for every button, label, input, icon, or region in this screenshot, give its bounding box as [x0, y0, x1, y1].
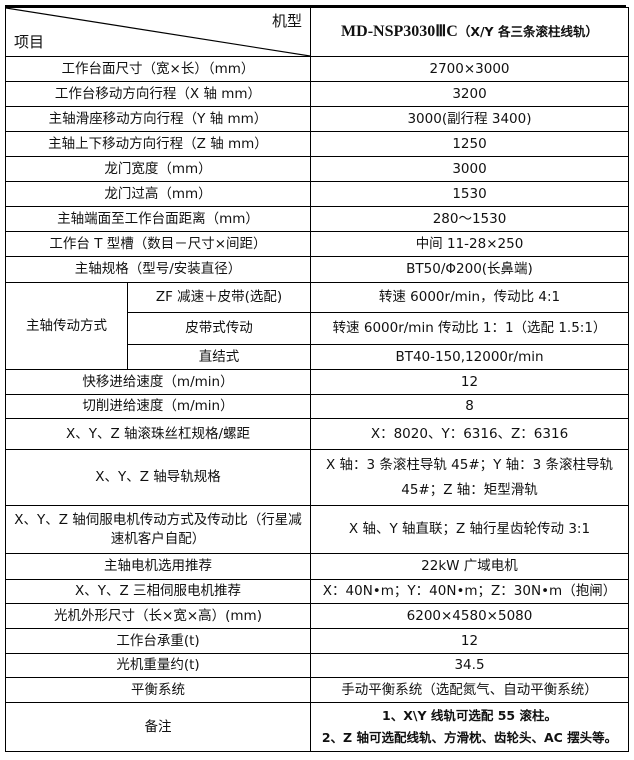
table-row: X、Y、Z 三相伺服电机推荐 X：40N•m；Y：40N•m；Z：30N•m（抱闸…: [5, 579, 629, 604]
corner-item-label: 项目: [14, 33, 45, 51]
drive-option-value: 转速 6000r/min，传动比 4:1: [310, 282, 629, 313]
row-label: 工作台 T 型槽（数目－尺寸×间距）: [5, 231, 311, 257]
row-value: 3200: [310, 81, 629, 107]
table-row: 平衡系统 手动平衡系统（选配氮气、自动平衡系统）: [5, 677, 629, 703]
row-label: 龙门过高（mm）: [5, 181, 311, 207]
table-row: X、Y、Z 轴伺服电机传动方式及传动比（行星减速机客户自配） X 轴、Y 轴直联；…: [5, 505, 629, 554]
row-value: X：40N•m；Y：40N•m；Z：30N•m（抱闸）: [310, 579, 629, 604]
drive-option-value: BT40-150,12000r/min: [310, 344, 629, 370]
row-value: X：8020、Y：6316、Z：6316: [310, 418, 629, 450]
table-row: X、Y、Z 轴导轨规格 X 轴：3 条滚柱导轨 45#；Y 轴：3 条滚柱导轨 4…: [5, 449, 629, 506]
row-label: X、Y、Z 轴导轨规格: [5, 449, 311, 506]
row-label: 主轴滑座移动方向行程（Y 轴 mm）: [5, 106, 311, 132]
table-row: 工作台移动方向行程（X 轴 mm） 3200: [5, 81, 629, 107]
table-row: 主轴电机选用推荐 22kW 广域电机: [5, 553, 629, 580]
table-row: 直结式 BT40-150,12000r/min: [6, 344, 629, 370]
table-row: 皮带式传动 转速 6000r/min 传动比 1：1（选配 1.5:1）: [6, 312, 629, 345]
notes-label: 备注: [5, 702, 311, 752]
table-row: 光机重量约(t) 34.5: [5, 653, 629, 678]
header-row: 机型 项目 MD-NSP3030ⅢC（X/Y 各三条滚柱线轨）: [5, 7, 629, 57]
table-row: 主轴传动方式 ZF 减速＋皮带(选配) 转速 6000r/min，传动比 4:1: [5, 282, 629, 370]
row-label: 工作台承重(t): [5, 628, 311, 654]
table-row: X、Y、Z 轴滚珠丝杠规格/螺距 X：8020、Y：6316、Z：6316: [5, 418, 629, 450]
table-row: 主轴上下移动方向行程（Z 轴 mm） 1250: [5, 131, 629, 157]
row-value: 1530: [310, 181, 629, 207]
row-label: X、Y、Z 三相伺服电机推荐: [5, 579, 311, 604]
row-label: 工作台面尺寸（宽×长）（mm）: [5, 56, 311, 82]
row-label: 主轴上下移动方向行程（Z 轴 mm）: [5, 131, 311, 157]
drive-option-label: 直结式: [127, 344, 311, 370]
row-value: 1250: [310, 131, 629, 157]
row-value: 6200×4580×5080: [310, 603, 629, 629]
row-value: 280～1530: [310, 206, 629, 232]
diagonal-line: [6, 8, 310, 56]
row-value: 2700×3000: [310, 56, 629, 82]
table-row: 工作台 T 型槽（数目－尺寸×间距） 中间 11-28×250: [5, 231, 629, 257]
row-value: 中间 11-28×250: [310, 231, 629, 257]
row-label: 切削进给速度（m/min）: [5, 394, 311, 419]
row-value: 12: [310, 369, 629, 395]
table-row: 主轴规格（型号/安装直径） BT50/Φ200(长鼻端): [5, 256, 629, 283]
row-value: 12: [310, 628, 629, 654]
row-value: 8: [310, 394, 629, 419]
row-value: X 轴：3 条滚柱导轨 45#；Y 轴：3 条滚柱导轨 45#；Z 轴：矩型滑轨: [310, 449, 629, 506]
row-value: X 轴、Y 轴直联；Z 轴行星齿轮传动 3:1: [310, 505, 629, 554]
row-value: 3000: [310, 156, 629, 182]
row-label: 快移进给速度（m/min）: [5, 369, 311, 395]
top-border: [5, 5, 626, 7]
row-value: 手动平衡系统（选配氮气、自动平衡系统）: [310, 677, 629, 703]
row-label: 主轴规格（型号/安装直径）: [5, 256, 311, 283]
corner-model-label: 机型: [271, 12, 302, 30]
notes-value: 1、X\Y 线轨可选配 55 滚柱。 2、Z 轴可选配线轨、方滑枕、齿轮头、AC …: [310, 702, 629, 752]
drive-option-value: 转速 6000r/min 传动比 1：1（选配 1.5:1）: [310, 312, 629, 345]
spec-table: 机型 项目 MD-NSP3030ⅢC（X/Y 各三条滚柱线轨） 工作台面尺寸（宽…: [5, 7, 629, 752]
note-line: 1、X\Y 线轨可选配 55 滚柱。: [382, 708, 557, 723]
row-label: X、Y、Z 轴伺服电机传动方式及传动比（行星减速机客户自配）: [5, 505, 311, 554]
model-header: MD-NSP3030ⅢC（X/Y 各三条滚柱线轨）: [310, 7, 629, 57]
row-label: 主轴端面至工作台面距离（mm）: [5, 206, 311, 232]
row-value: 34.5: [310, 653, 629, 678]
table-row: 备注 1、X\Y 线轨可选配 55 滚柱。 2、Z 轴可选配线轨、方滑枕、齿轮头、A…: [5, 702, 629, 752]
table-row: 工作台承重(t) 12: [5, 628, 629, 654]
table-row: 工作台面尺寸（宽×长）（mm） 2700×3000: [5, 56, 629, 82]
model-note: （X/Y 各三条滚柱线轨）: [457, 24, 598, 39]
corner-header: 机型 项目: [5, 7, 311, 57]
row-label: 工作台移动方向行程（X 轴 mm）: [5, 81, 311, 107]
model-name: MD-NSP3030ⅢC: [341, 23, 458, 40]
table-row: 切削进给速度（m/min） 8: [5, 394, 629, 419]
note-line: 2、Z 轴可选配线轨、方滑枕、齿轮头、AC 摆头等。: [321, 730, 618, 745]
row-value: 3000(副行程 3400): [310, 106, 629, 132]
drive-option-label: 皮带式传动: [127, 312, 311, 345]
row-label: 龙门宽度（mm）: [5, 156, 311, 182]
table-row: 光机外形尺寸（长×宽×高）(mm) 6200×4580×5080: [5, 603, 629, 629]
table-row: 快移进给速度（m/min） 12: [5, 369, 629, 395]
row-label: 光机重量约(t): [5, 653, 311, 678]
table-row: 主轴端面至工作台面距离（mm） 280～1530: [5, 206, 629, 232]
table-row: 龙门宽度（mm） 3000: [5, 156, 629, 182]
row-label: 光机外形尺寸（长×宽×高）(mm): [5, 603, 311, 629]
table-row: 龙门过高（mm） 1530: [5, 181, 629, 207]
drive-label: 主轴传动方式: [5, 282, 128, 370]
row-label: X、Y、Z 轴滚珠丝杠规格/螺距: [5, 418, 311, 450]
row-value: 22kW 广域电机: [310, 553, 629, 580]
row-value: BT50/Φ200(长鼻端): [310, 256, 629, 283]
drive-option-label: ZF 减速＋皮带(选配): [127, 282, 311, 313]
row-label: 平衡系统: [5, 677, 311, 703]
row-label: 主轴电机选用推荐: [5, 553, 311, 580]
table-row: 主轴滑座移动方向行程（Y 轴 mm） 3000(副行程 3400): [5, 106, 629, 132]
